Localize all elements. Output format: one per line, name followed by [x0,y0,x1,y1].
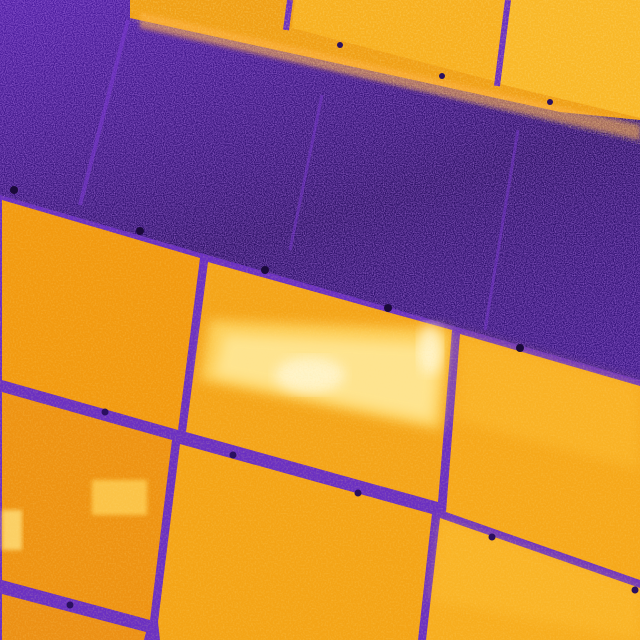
panel-clamp [488,533,496,541]
panel-clamp [10,186,18,194]
panel-clamp [261,266,269,274]
main-panel-array [0,42,640,640]
panel-clamp [439,73,445,79]
panel-clamp [337,42,343,48]
ground-line [78,19,130,206]
panel-clamp [516,344,524,352]
panel-clamp [547,99,553,105]
ground-line [483,129,520,331]
ground-line [288,94,324,251]
panel-clamp [354,489,362,497]
panel-clamp [66,601,74,609]
panel-clamp [229,451,237,459]
panel-clamp [384,304,392,312]
panel-clamp [136,227,144,235]
panel-clamp [631,586,639,594]
panel-clamp [101,408,109,416]
